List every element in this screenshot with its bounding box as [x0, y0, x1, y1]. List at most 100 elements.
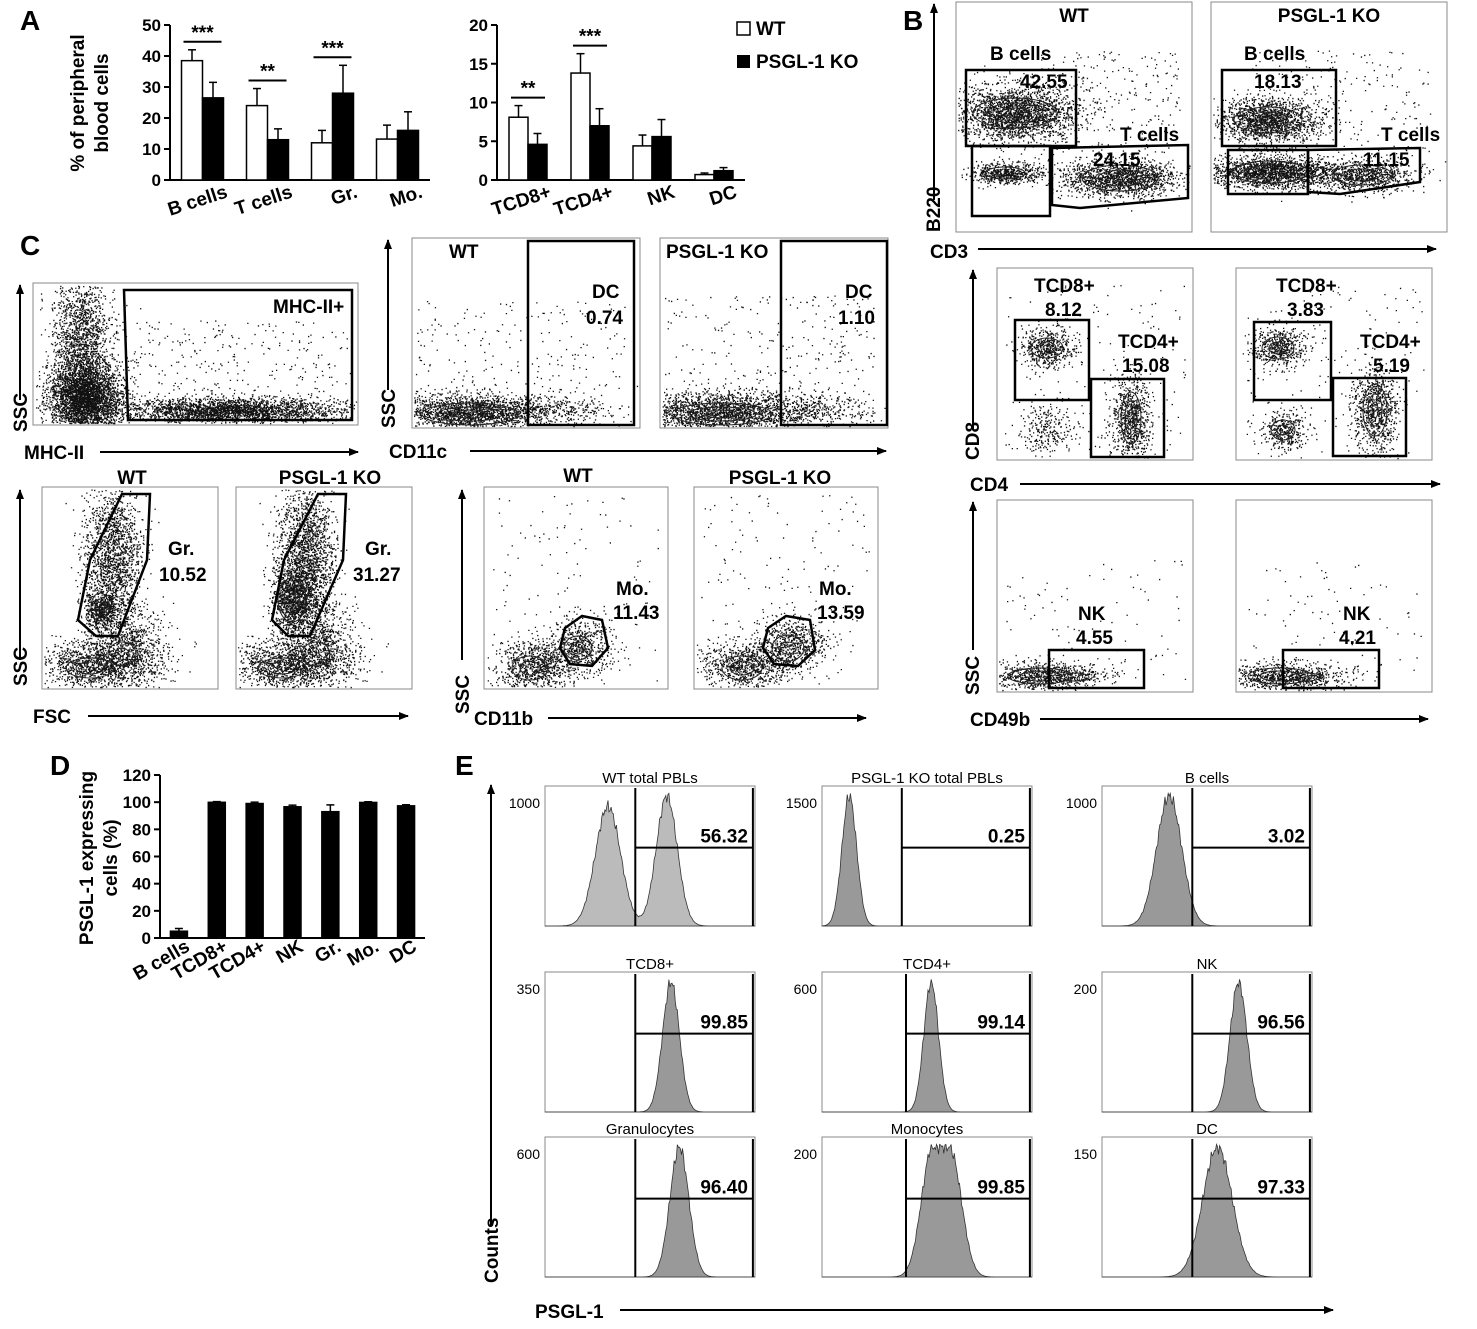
y-tick-label: 50	[142, 16, 161, 35]
c-mo-wt-gate-label: Mo.	[616, 579, 649, 600]
b-row3-wt-dots	[999, 560, 1187, 692]
bar	[375, 138, 399, 181]
y-tick-label: 20	[469, 16, 488, 35]
b-wt-tcell-value: 24.15	[1093, 150, 1141, 171]
panel-label-a: A	[20, 5, 40, 36]
c-gr-wt-dots	[44, 489, 197, 689]
c-gr-wt-gate-label: Gr.	[168, 539, 194, 560]
histogram-title: B cells	[1185, 770, 1229, 787]
histogram: 99.85 TCD8+ 350	[517, 956, 756, 1113]
panel-d-ylabel-line2: cells (%)	[101, 819, 122, 896]
c-mo-ko-gate-label: Mo.	[819, 579, 852, 600]
histogram-ymax-label: 1500	[786, 795, 817, 811]
histogram-title: NK	[1197, 956, 1218, 973]
e-xaxis-label: PSGL-1	[535, 1302, 604, 1323]
event-dots	[958, 51, 1191, 212]
bar	[589, 125, 610, 181]
b-row3-wt-nk-gate	[1047, 648, 1146, 690]
category-label: DC	[707, 182, 740, 211]
c-gr-ko-gate	[270, 492, 348, 638]
b-wt-tcd8-label: TCD8+	[1034, 276, 1095, 297]
c-dc-ko-dots	[662, 295, 886, 428]
panel-label-d: D	[50, 750, 70, 781]
b-row2-ko-dots	[1242, 286, 1425, 460]
histogram-gate-value: 99.85	[700, 1013, 748, 1034]
b-row3-contours	[1007, 667, 1322, 685]
bar	[310, 142, 334, 181]
c-mhc-gate	[122, 288, 354, 422]
c-mo-ko-plot	[693, 486, 879, 690]
panel-a-left-chart: 0 10 20 30 40 50 B cells *** T cells ** Gr. *** Mo.	[142, 16, 430, 221]
c-mo-wt-value: 11.43	[613, 603, 660, 624]
c-mo-ko-value: 13.59	[817, 603, 865, 624]
histogram-ymax-label: 150	[1074, 1146, 1098, 1162]
c-mo-contours	[511, 634, 805, 681]
significance-label: ***	[579, 27, 602, 48]
y-tick-label: 10	[142, 140, 161, 159]
histogram-ymax-label: 600	[517, 1146, 541, 1162]
b-wt-tcd8-value: 8.12	[1045, 300, 1082, 321]
histogram-ymax-label: 600	[794, 981, 818, 997]
b-row2-wt-tcd4-gate	[1089, 377, 1166, 459]
event-dots	[999, 560, 1187, 692]
y-tick-label: 0	[479, 171, 488, 190]
b-row1-ko-dots	[1213, 50, 1447, 203]
significance-label: **	[260, 62, 275, 83]
c-dc-wt-dots	[414, 301, 639, 428]
b-row3-ko-nk-gate	[1281, 648, 1381, 690]
panel-b-row2: TCD8+ 8.12 TCD4+ 15.08 TCD8+ 3.83 TCD4+ …	[963, 267, 1441, 496]
b-row1-wt-tcell-gate	[1050, 143, 1190, 210]
histogram-title: TCD8+	[626, 956, 674, 973]
y-tick-label: 15	[469, 55, 488, 74]
category-label: DC	[386, 936, 421, 968]
b-ko-bcell-value: 18.13	[1254, 72, 1302, 93]
b-row2-wt-tcd8-gate	[1013, 318, 1091, 402]
b-wt-nk-value: 4.55	[1076, 628, 1113, 649]
panel-c-mhc: MHC-II+ SSC MHC-II	[11, 282, 359, 464]
histogram-ymax-label: 350	[517, 981, 541, 997]
histogram: 56.32 WT total PBLs 1000	[509, 770, 756, 927]
panel-label-b: B	[903, 5, 923, 36]
panel-b-row3: NK 4.55 NK 4.21 SSC CD49b	[963, 499, 1433, 731]
b-row2-contours	[1030, 336, 1388, 445]
c-mo-wt-gate	[558, 614, 610, 668]
panel-a-right-chart: 0 5 10 15 20 TCD8+ ** TCD4+ *** NK DC	[469, 16, 745, 221]
category-label: TCD4+	[551, 182, 615, 221]
b-row1-wt-neg-gate	[970, 144, 1052, 218]
histogram-ymax-label: 1000	[509, 795, 540, 811]
event-dots	[662, 295, 886, 428]
histogram-gate-value: 0.25	[988, 827, 1025, 848]
event-dots	[238, 489, 389, 689]
panel-c-gr: WT PSGL-1 KO Gr. 10.52 Gr. 31.27 SSC FSC	[11, 468, 413, 728]
c-gr-ko-gate-label: Gr.	[365, 539, 391, 560]
e-yaxis-label: Counts	[482, 1218, 503, 1283]
b-row1-yaxis-label: B220	[924, 187, 945, 232]
histogram-gate-value: 97.33	[1257, 1178, 1305, 1199]
b-wt-tcd4-label: TCD4+	[1118, 332, 1179, 353]
b-row1-wt-title: WT	[1059, 6, 1089, 27]
bar	[169, 930, 189, 939]
histogram: 99.85 Monocytes 200	[794, 1121, 1033, 1278]
histogram: 96.40 Granulocytes 600	[517, 1121, 756, 1278]
panel-a-ylabel-line1: % of peripheral	[68, 34, 89, 171]
histogram-title: DC	[1196, 1121, 1218, 1138]
b-row3-xaxis-label: CD49b	[970, 710, 1030, 731]
panel-a-ylabel-line2: blood cells	[92, 53, 113, 152]
histogram-ymax-label: 200	[794, 1146, 818, 1162]
event-dots	[36, 285, 358, 425]
c-dc-ko-gate	[779, 239, 889, 427]
y-tick-label: 120	[123, 766, 151, 785]
y-tick-label: 20	[142, 109, 161, 128]
bar	[527, 143, 548, 181]
y-tick-label: 10	[469, 94, 488, 113]
histogram-curve	[822, 979, 1032, 1113]
y-tick-label: 0	[152, 171, 161, 190]
histogram-curve	[1102, 1143, 1312, 1278]
y-tick-label: 20	[132, 902, 151, 921]
event-dots	[1242, 286, 1425, 460]
bar	[632, 145, 653, 181]
bar	[358, 801, 378, 939]
y-tick-label: 5	[479, 132, 488, 151]
histogram-curve	[545, 792, 755, 927]
